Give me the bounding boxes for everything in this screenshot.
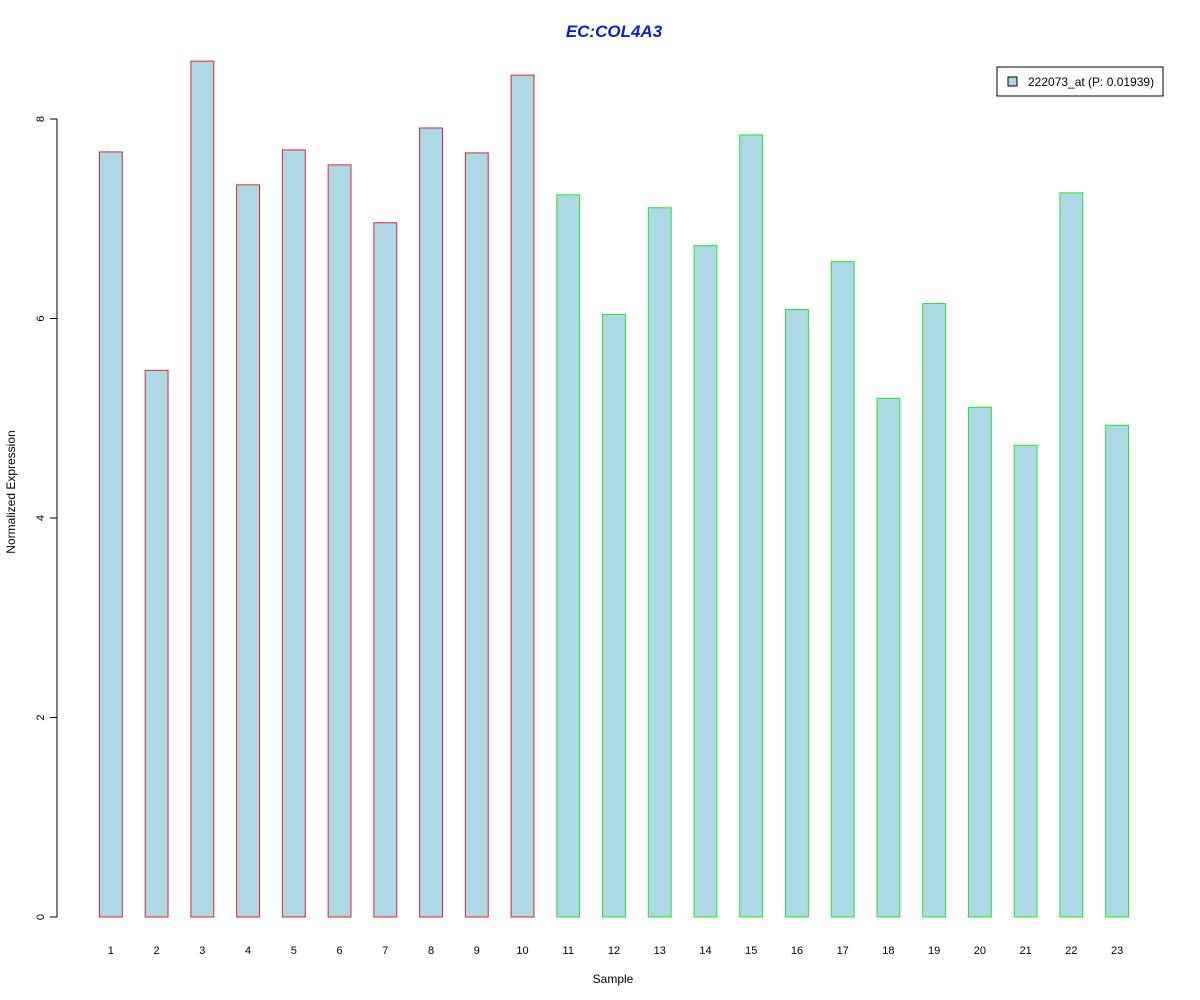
y-tick-label: 6 — [35, 315, 47, 321]
x-tick-label: 19 — [928, 945, 940, 957]
x-tick-label: 16 — [791, 945, 803, 957]
x-tick-label: 12 — [608, 945, 620, 957]
legend-box — [996, 66, 1164, 97]
bar-sample-20 — [967, 406, 992, 918]
chart-title: EC:COL4A3 — [566, 22, 663, 41]
bar-sample-5 — [281, 149, 306, 918]
x-tick-label: 10 — [516, 945, 528, 957]
x-tick-label: 1 — [108, 945, 114, 957]
x-tick-label: 20 — [974, 945, 986, 957]
bar-sample-14 — [693, 245, 718, 918]
x-tick-label: 9 — [474, 945, 480, 957]
bar-sample-12 — [602, 314, 626, 918]
bar-sample-2 — [144, 369, 169, 918]
x-tick-labels: 1 2 3 4 5 6 7 8 9 10 11 12 13 14 15 16 17 18 19 20 21 22 23 — [108, 945, 1123, 957]
bar-sample-23 — [1105, 424, 1130, 918]
bar-sample-19 — [922, 303, 947, 918]
x-axis-label: Sample — [593, 972, 634, 986]
bar-sample-3 — [190, 60, 215, 918]
x-tick-label: 23 — [1111, 945, 1123, 957]
y-axis-label: Normalized Expression — [4, 430, 18, 553]
x-tick-label: 5 — [291, 945, 297, 957]
legend: 222073_at (P: 0.01939) — [996, 66, 1164, 97]
x-tick-label: 14 — [699, 945, 711, 957]
x-tick-label: 8 — [428, 945, 434, 957]
x-tick-label: 4 — [245, 945, 251, 957]
x-tick-label: 6 — [337, 945, 343, 957]
x-tick-label: 18 — [882, 945, 894, 957]
bar-sample-17 — [830, 261, 855, 918]
y-axis: 0 2 4 6 8 — [35, 116, 58, 920]
x-tick-label: 11 — [563, 945, 574, 957]
bar-sample-1 — [98, 151, 123, 918]
y-tick-label: 0 — [35, 914, 47, 920]
legend-label: 222073_at (P: 0.01939) — [1028, 75, 1154, 89]
bar-sample-22 — [1059, 192, 1084, 918]
legend-swatch — [1007, 76, 1018, 87]
bar-sample-16 — [785, 309, 809, 918]
bar-sample-13 — [647, 207, 672, 918]
bar-sample-7 — [373, 222, 398, 918]
y-tick-label: 2 — [35, 714, 47, 720]
y-tick-label: 4 — [35, 515, 47, 521]
bar-sample-10 — [510, 74, 535, 918]
x-tick-label: 3 — [199, 945, 205, 957]
y-tick-label: 8 — [35, 116, 47, 122]
bar-sample-6 — [327, 164, 352, 918]
x-tick-label: 21 — [1020, 945, 1032, 957]
x-tick-label: 15 — [745, 945, 757, 957]
x-tick-label: 2 — [154, 945, 160, 957]
x-tick-label: 7 — [382, 945, 388, 957]
x-tick-label: 13 — [654, 945, 666, 957]
x-tick-label: 22 — [1065, 945, 1077, 957]
bar-sample-8 — [419, 127, 443, 918]
bar-sample-11 — [556, 194, 581, 918]
bar-sample-4 — [236, 184, 261, 918]
x-tick-label: 17 — [837, 945, 849, 957]
bar-sample-15 — [739, 134, 764, 918]
bars — [98, 60, 1130, 918]
bar-sample-9 — [464, 152, 489, 918]
bar-sample-21 — [1013, 444, 1038, 918]
bar-sample-18 — [876, 397, 901, 918]
